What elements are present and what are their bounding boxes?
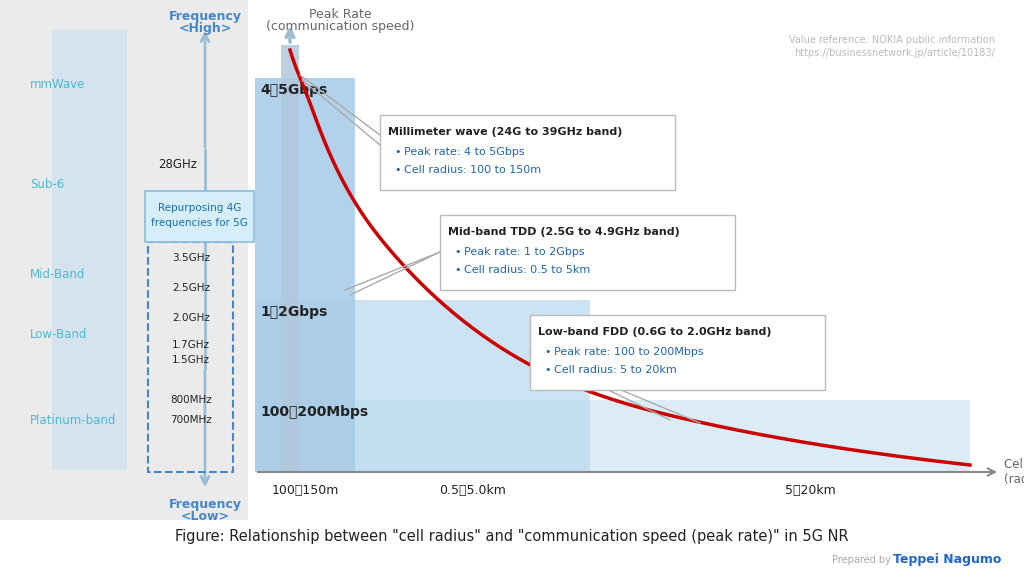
Text: 2.5GHz: 2.5GHz <box>172 283 210 293</box>
Text: Peak rate: 100 to 200Mbps: Peak rate: 100 to 200Mbps <box>554 347 703 357</box>
Text: 700MHz: 700MHz <box>170 415 212 425</box>
Text: Platinum-band: Platinum-band <box>30 414 117 426</box>
Text: Frequency: Frequency <box>169 498 242 511</box>
Text: 5＇20km: 5＇20km <box>784 484 836 497</box>
Text: Repurposing 4G: Repurposing 4G <box>158 203 242 213</box>
Text: 28GHz: 28GHz <box>159 158 198 172</box>
Text: mmWave: mmWave <box>30 78 85 92</box>
Text: 100＇200Mbps: 100＇200Mbps <box>260 405 368 419</box>
Text: Millimeter wave (24G to 39GHz band): Millimeter wave (24G to 39GHz band) <box>388 127 623 137</box>
Text: •: • <box>394 147 400 157</box>
Text: <Low>: <Low> <box>180 510 229 523</box>
Bar <box>0 0 248 520</box>
Text: Cell radius: 5 to 20km: Cell radius: 5 to 20km <box>554 365 677 375</box>
Text: •: • <box>394 165 400 175</box>
Text: Cell radius: 100 to 150m: Cell radius: 100 to 150m <box>404 165 541 175</box>
Bar <box>530 315 825 390</box>
Text: <High>: <High> <box>178 22 231 35</box>
Text: Frequency: Frequency <box>169 10 242 23</box>
Text: 2.0GHz: 2.0GHz <box>172 313 210 323</box>
Text: Teppei Nagumo: Teppei Nagumo <box>893 554 1001 567</box>
Text: •: • <box>454 265 461 275</box>
Text: 0.5＇5.0km: 0.5＇5.0km <box>439 484 506 497</box>
Text: 1.5GHz: 1.5GHz <box>172 355 210 365</box>
Text: Mid-band TDD (2.5G to 4.9GHz band): Mid-band TDD (2.5G to 4.9GHz band) <box>449 227 680 237</box>
Bar <box>380 115 675 190</box>
Text: 1＇2Gbps: 1＇2Gbps <box>260 305 328 319</box>
Text: (communication speed): (communication speed) <box>266 20 414 33</box>
Text: •: • <box>544 365 551 375</box>
Text: Peak Rate: Peak Rate <box>308 8 372 21</box>
Bar <box>281 45 299 472</box>
Text: 1.7GHz: 1.7GHz <box>172 340 210 350</box>
Text: •: • <box>544 347 551 357</box>
Text: Peak rate: 1 to 2Gbps: Peak rate: 1 to 2Gbps <box>464 247 585 257</box>
Text: 4＇5Gbps: 4＇5Gbps <box>260 83 328 97</box>
Text: Mid-Band: Mid-Band <box>30 268 85 282</box>
Bar <box>255 400 970 472</box>
Text: Cell radius: 0.5 to 5km: Cell radius: 0.5 to 5km <box>464 265 590 275</box>
Text: Peak rate: 4 to 5Gbps: Peak rate: 4 to 5Gbps <box>404 147 524 157</box>
Bar <box>255 300 590 472</box>
Text: Cell Radius: Cell Radius <box>1004 457 1024 471</box>
Bar <box>52 30 127 470</box>
Bar <box>440 215 735 290</box>
FancyBboxPatch shape <box>145 191 254 242</box>
Text: Value reference: NOKIA public information: Value reference: NOKIA public informatio… <box>790 35 995 45</box>
Text: https://businessnetwork.jp/article/10183/: https://businessnetwork.jp/article/10183… <box>795 48 995 58</box>
Text: Low-Band: Low-Band <box>30 328 87 342</box>
Text: frequencies for 5G: frequencies for 5G <box>152 218 248 228</box>
Text: Low-band FDD (0.6G to 2.0GHz band): Low-band FDD (0.6G to 2.0GHz band) <box>538 327 771 337</box>
Text: Figure: Relationship between "cell radius" and "communication speed (peak rate)": Figure: Relationship between "cell radiu… <box>175 529 849 544</box>
Bar <box>255 78 355 472</box>
Text: 800MHz: 800MHz <box>170 395 212 405</box>
Text: 3.5GHz: 3.5GHz <box>172 253 210 263</box>
Text: 100＇150m: 100＇150m <box>271 484 339 497</box>
Text: Prepared by: Prepared by <box>831 555 891 565</box>
Text: (radio coverage): (radio coverage) <box>1004 472 1024 486</box>
Text: Sub-6: Sub-6 <box>30 179 65 191</box>
Text: •: • <box>454 247 461 257</box>
